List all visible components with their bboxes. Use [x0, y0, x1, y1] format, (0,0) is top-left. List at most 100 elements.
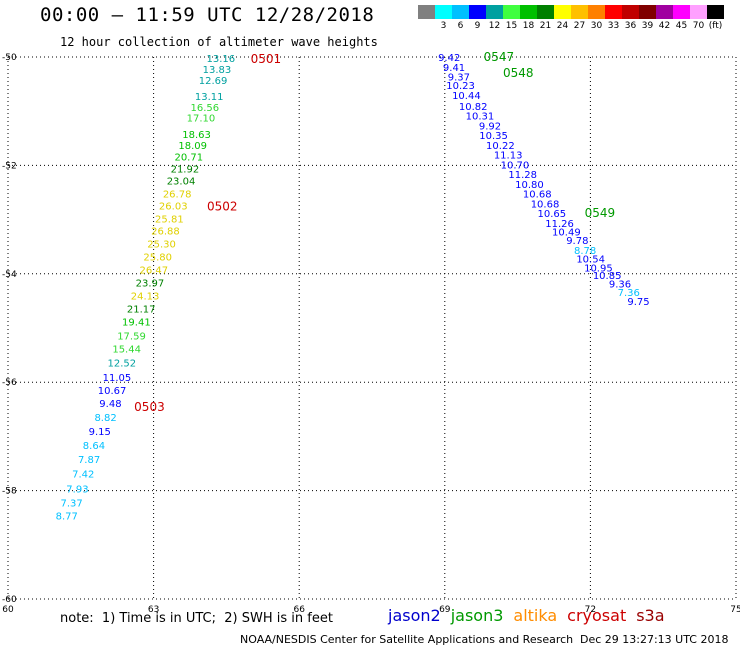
legend-label: 36	[624, 21, 637, 31]
data-point-label: 26.78	[163, 190, 192, 201]
legend-swatch	[503, 5, 520, 19]
legend-label: 70	[692, 21, 705, 31]
satellite-label: s3a	[636, 606, 665, 625]
data-point-label: 19.41	[122, 317, 151, 328]
pass-label: 0503	[134, 400, 165, 414]
data-point-label: 8.82	[94, 413, 116, 424]
data-point-label: 21.17	[127, 304, 156, 315]
data-point-label: 21.92	[171, 165, 200, 176]
legend-swatch	[690, 5, 707, 19]
data-point-label: 13.16	[206, 54, 235, 65]
color-legend: 3 6 9 12 15 18 21 24 27 30 33 36 39 42 45 70 (ft)	[418, 5, 724, 31]
data-point-label: 9.75	[627, 297, 649, 308]
data-point-label: 9.48	[99, 399, 121, 410]
chart-subtitle: 12 hour collection of altimeter wave hei…	[60, 35, 378, 49]
data-point-label: 10.22	[486, 141, 515, 152]
y-tick-label: -58	[2, 487, 17, 497]
data-point-label: 7.37	[60, 499, 82, 510]
legend-label: 21	[539, 21, 552, 31]
y-tick-label: -56	[2, 378, 17, 388]
legend-label: 45	[675, 21, 688, 31]
data-point-label: 13.11	[195, 92, 224, 103]
data-point-label: 26.47	[140, 265, 169, 276]
data-point-label: 16.56	[190, 103, 219, 114]
legend-label: 6	[457, 21, 464, 31]
data-point-label: 10.49	[552, 228, 581, 239]
data-point-label: 8.78	[574, 246, 596, 257]
legend-swatch	[605, 5, 622, 19]
data-point-label: 10.70	[501, 160, 530, 171]
data-point-label: 12.52	[107, 359, 136, 370]
pass-label: 0502	[207, 200, 238, 214]
data-point-label: 10.67	[98, 386, 127, 397]
satellite-label: jason3	[450, 606, 504, 625]
x-tick-label: 69	[439, 605, 451, 615]
data-point-label: 20.71	[174, 153, 203, 164]
pass-label: 0549	[585, 206, 616, 220]
data-point-label: 13.83	[203, 65, 232, 76]
legend-swatch	[520, 5, 537, 19]
data-point-label: 7.42	[72, 469, 94, 480]
data-point-label: 25.30	[147, 239, 176, 250]
data-point-label: 8.64	[83, 441, 105, 452]
data-point-label: 23.04	[167, 177, 196, 188]
data-point-label: 10.82	[459, 102, 488, 113]
legend-swatch	[486, 5, 503, 19]
data-point-label: 9.36	[609, 280, 631, 291]
data-point-label: 18.09	[178, 141, 207, 152]
x-tick-label: 63	[148, 605, 159, 615]
legend-label: 27	[573, 21, 586, 31]
data-point-label: 17.10	[187, 114, 216, 125]
data-point-label: 10.23	[446, 81, 475, 92]
legend-swatch	[622, 5, 639, 19]
data-point-label: 9.78	[566, 236, 588, 247]
data-point-label: 10.95	[584, 263, 613, 274]
data-point-label: 10.35	[479, 131, 508, 142]
data-point-label: 10.80	[515, 180, 544, 191]
data-point-label: 25.81	[155, 215, 184, 226]
data-point-label: 11.13	[494, 151, 523, 162]
pass-label: 0501	[251, 52, 282, 66]
x-tick-label: 66	[293, 605, 305, 615]
data-point-label: 7.93	[66, 484, 88, 495]
legend-label	[418, 21, 435, 31]
pass-label: 0547	[484, 50, 515, 64]
legend-label: 42	[658, 21, 671, 31]
legend-swatch	[452, 5, 469, 19]
notes-text: note: 1) Time is in UTC; 2) SWH is in fe…	[60, 611, 333, 626]
y-tick-label: -60	[2, 595, 17, 605]
legend-swatch	[435, 5, 452, 19]
satellite-key: jason2 jason3 altika cryosat s3a	[388, 606, 675, 625]
data-point-label: 10.54	[576, 255, 605, 266]
data-point-label: 10.44	[452, 91, 481, 102]
legend-label: 3	[440, 21, 447, 31]
legend-swatch	[707, 5, 724, 19]
satellite-label: altika	[513, 606, 558, 625]
data-point-label: 18.63	[182, 130, 211, 141]
x-tick-label: 75	[730, 605, 740, 615]
data-point-label: 10.65	[537, 209, 566, 220]
legend-label: 18	[522, 21, 535, 31]
x-tick-label: 72	[585, 605, 596, 615]
data-point-label: 23.97	[136, 278, 165, 289]
data-point-label: 9.15	[89, 427, 111, 438]
data-point-label: 7.87	[78, 455, 100, 466]
legend-label: (ft)	[708, 21, 723, 31]
legend-label: 12	[488, 21, 501, 31]
y-tick-label: -52	[2, 161, 17, 171]
legend-swatch	[571, 5, 588, 19]
data-point-label: 7.36	[618, 288, 640, 299]
data-point-label: 9.92	[479, 121, 501, 132]
y-tick-label: -50	[2, 53, 17, 63]
data-point-label: 25.80	[143, 252, 172, 263]
legend-swatch	[639, 5, 656, 19]
data-point-label: 24.13	[131, 291, 160, 302]
timestamp-text: Dec 29 13:27:13 UTC 2018	[580, 633, 729, 646]
legend-swatch	[537, 5, 554, 19]
legend-swatch	[673, 5, 690, 19]
data-point-label: 11.26	[545, 219, 574, 230]
legend-label: 9	[474, 21, 481, 31]
legend-label: 24	[556, 21, 569, 31]
data-point-label: 9.41	[443, 63, 465, 74]
